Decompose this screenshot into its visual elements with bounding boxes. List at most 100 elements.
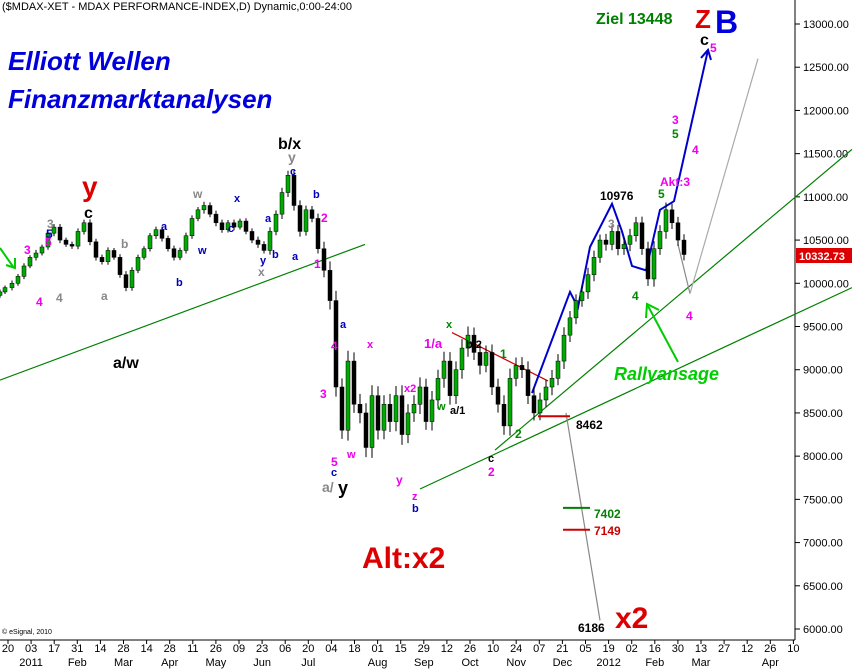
candle-body [87, 222, 93, 243]
candle-body [375, 395, 381, 431]
wave-mark: 4 [331, 339, 338, 353]
day-tick-label: 10 [787, 643, 799, 655]
candle-body [453, 369, 459, 396]
candle-body [171, 248, 177, 258]
candle-body [51, 226, 57, 234]
trendline-gray-down [565, 412, 601, 621]
candle-body [573, 300, 579, 319]
wave-mark: 3 [320, 387, 327, 401]
trendline-gray-forecast-b [689, 58, 759, 294]
wave-mark: 1 [314, 257, 321, 271]
price-tick-label: 8000.00 [803, 451, 843, 463]
month-label: Nov [506, 657, 526, 669]
candle-body [345, 360, 351, 431]
month-label: Dec [553, 657, 573, 669]
candle-body [459, 347, 465, 370]
alt-x2-label: Alt:x2 [362, 542, 445, 575]
bx-label: b/x [278, 136, 301, 153]
trendline-blue-impulse [531, 49, 709, 394]
wave-mark: 3 [672, 113, 679, 127]
candle-body [99, 257, 105, 262]
candle-body [495, 386, 501, 405]
candle-body [447, 360, 453, 396]
candle-body [411, 404, 417, 414]
candle-body [363, 412, 369, 448]
wave-b2-label: b/2 [466, 339, 482, 351]
candle-body [639, 222, 645, 249]
month-label: Mar [692, 657, 711, 669]
day-tick-label: 20 [302, 643, 314, 655]
month-label: Oct [461, 657, 478, 669]
a-slash-label: a/ [322, 479, 334, 495]
wave-mark: 4 [56, 291, 63, 305]
day-tick-label: 07 [533, 643, 545, 655]
day-tick-label: 05 [579, 643, 591, 655]
rallyansage-arrow [645, 302, 679, 363]
wave-mark: c [331, 467, 337, 479]
candle-body [555, 360, 561, 379]
candle-body [57, 226, 63, 241]
price-tick-label: 7000.00 [803, 538, 843, 550]
day-tick-label: 11 [187, 643, 198, 655]
wave-mark: a [340, 319, 347, 331]
wave-mark: 5 [46, 227, 53, 241]
month-label: Jul [301, 657, 315, 669]
candle-body [75, 231, 81, 247]
wave-mark: y [260, 255, 267, 267]
candle-body [471, 334, 477, 353]
candle-body [561, 334, 567, 362]
candle-body [513, 365, 519, 379]
trendline-gray-forecast-a [677, 244, 691, 294]
day-tick-label: 12 [441, 643, 453, 655]
wave-mark: 5 [672, 127, 679, 141]
candle-body [213, 213, 219, 224]
candle-body [507, 378, 513, 427]
wave-mark: x2 [404, 383, 416, 395]
price-tick-label: 12000.00 [803, 105, 849, 117]
candle-body [441, 360, 447, 379]
month-label: Sep [414, 657, 434, 669]
candle-body [339, 386, 345, 431]
left-edge-arrow [0, 247, 16, 270]
candle-body [525, 369, 531, 396]
month-label: 2011 [19, 657, 43, 669]
wave-mark: w [197, 245, 207, 257]
candle-body [225, 222, 231, 230]
day-tick-label: 09 [233, 643, 245, 655]
day-tick-label: 28 [117, 643, 129, 655]
candle-body [315, 218, 321, 249]
price-tick-label: 6000.00 [803, 624, 843, 636]
candle-body [159, 229, 165, 239]
wave-mark: 2 [488, 465, 495, 479]
wave-mark: 4 [36, 295, 43, 309]
day-tick-label: 03 [25, 643, 37, 655]
wave-mark: y [288, 149, 296, 165]
candle-body [543, 386, 549, 401]
day-tick-label: 29 [418, 643, 430, 655]
candle-body [567, 317, 573, 336]
candle-body [219, 222, 225, 230]
day-tick-label: 18 [348, 643, 360, 655]
candle-body [663, 209, 669, 232]
day-tick-label: 17 [48, 643, 60, 655]
day-tick-label: 30 [672, 643, 684, 655]
price-tick-label: 10000.00 [803, 278, 849, 290]
month-label: Feb [645, 657, 664, 669]
candle-body [399, 395, 405, 435]
month-label: May [206, 657, 227, 669]
candle-body [519, 365, 525, 370]
candle-body [369, 395, 375, 448]
trendline-long-support [0, 243, 366, 381]
wave-mark: 3 [24, 243, 31, 257]
day-tick-label: 01 [371, 643, 383, 655]
candle-body [243, 220, 249, 232]
candle-body [207, 205, 213, 215]
candle-body [393, 395, 399, 422]
candle-body [189, 218, 195, 236]
wave-mark: x [258, 265, 265, 279]
day-tick-label: 15 [395, 643, 407, 655]
wave-mark: 5 [45, 235, 52, 249]
wave-mark: 5 [331, 455, 338, 469]
trendline-arrowhead [700, 47, 712, 61]
